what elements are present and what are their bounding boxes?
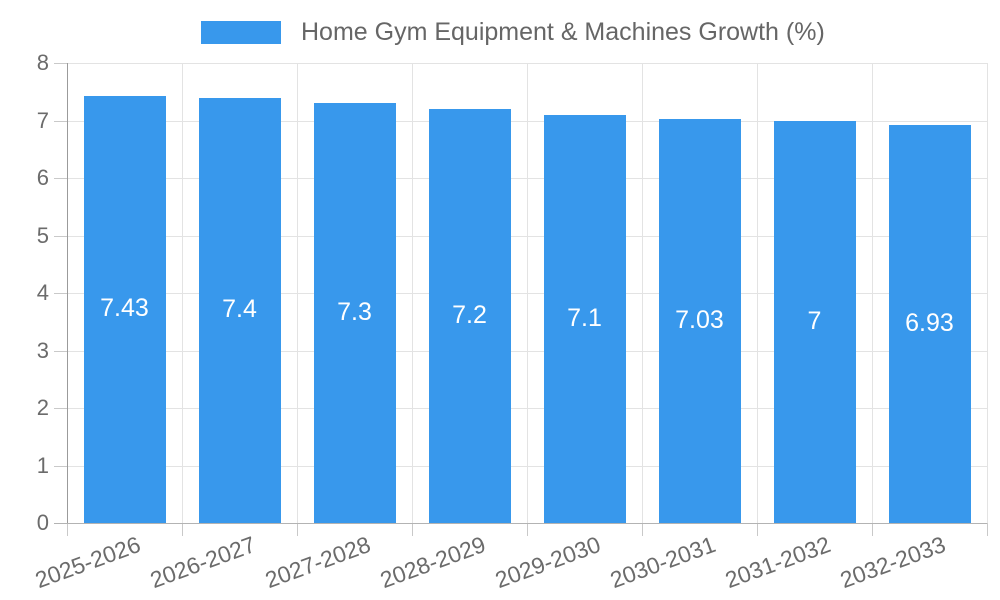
- y-tick-mark: [54, 235, 67, 237]
- x-tick-label: 2026-2027: [146, 531, 259, 594]
- bar-value-label: 7: [807, 306, 822, 335]
- y-tick-mark: [54, 293, 67, 294]
- y-tick-mark: [54, 120, 67, 122]
- x-tick-label: 2032-2033: [836, 531, 949, 594]
- chart-legend[interactable]: Home Gym Equipment & Machines Growth (%): [201, 17, 825, 47]
- x-tick-label: 2029-2030: [491, 531, 604, 594]
- x-tick-label: 2031-2032: [721, 531, 834, 594]
- bar-value-label: 6.93: [905, 308, 954, 337]
- bar[interactable]: [428, 109, 511, 523]
- bar-value-label: 7.03: [675, 305, 724, 334]
- x-tick-label: 2028-2029: [376, 531, 489, 594]
- y-axis-line: [67, 63, 68, 524]
- bar[interactable]: [888, 124, 971, 523]
- y-tick-label: 2: [36, 395, 49, 420]
- v-gridline: [412, 63, 413, 523]
- bar-value-label: 7.2: [452, 301, 487, 329]
- v-gridline: [757, 63, 758, 523]
- legend-label: Home Gym Equipment & Machines Growth (%): [301, 17, 825, 46]
- y-tick-label: 7: [36, 107, 49, 133]
- x-tick-label: 2030-2031: [606, 531, 719, 594]
- x-tick-mark: [67, 523, 68, 536]
- v-gridline: [642, 63, 643, 523]
- bar-value-label: 7.3: [337, 298, 372, 327]
- bar-value-label: 7.43: [100, 294, 149, 323]
- y-tick-mark: [54, 408, 67, 409]
- x-tick-label: 2027-2028: [261, 531, 374, 594]
- y-tick-mark: [54, 63, 67, 64]
- v-gridline: [527, 63, 528, 523]
- x-tick-label: 2025-2026: [31, 531, 144, 594]
- x-tick-mark: [872, 523, 873, 536]
- bar-value-label: 7.1: [567, 303, 602, 332]
- y-tick-label: 6: [36, 165, 49, 190]
- y-tick-label: 1: [36, 452, 49, 478]
- x-tick-mark: [297, 523, 298, 536]
- bar[interactable]: [198, 97, 281, 523]
- bar[interactable]: [773, 120, 856, 523]
- bar[interactable]: [543, 114, 626, 523]
- y-tick-label: 4: [36, 280, 49, 305]
- bar[interactable]: [313, 103, 396, 523]
- y-tick-label: 5: [36, 222, 49, 248]
- x-axis-line: [54, 523, 987, 524]
- x-tick-mark: [527, 523, 528, 536]
- bar[interactable]: [658, 118, 741, 523]
- x-tick-mark: [987, 523, 988, 536]
- v-gridline: [297, 63, 298, 523]
- bar-value-label: 7.4: [222, 295, 257, 324]
- y-tick-label: 0: [36, 510, 49, 535]
- bar[interactable]: [83, 95, 166, 523]
- x-tick-mark: [642, 523, 643, 536]
- v-gridline: [182, 63, 183, 523]
- y-tick-label: 3: [36, 337, 49, 363]
- v-gridline: [872, 63, 873, 523]
- y-tick-mark: [54, 178, 67, 179]
- y-tick-mark: [54, 465, 67, 467]
- v-gridline: [987, 63, 988, 523]
- x-tick-mark: [412, 523, 413, 536]
- y-tick-label: 8: [36, 50, 49, 75]
- y-tick-mark: [54, 350, 67, 352]
- legend-swatch: [201, 20, 281, 44]
- x-tick-mark: [757, 523, 758, 536]
- x-tick-mark: [182, 523, 183, 536]
